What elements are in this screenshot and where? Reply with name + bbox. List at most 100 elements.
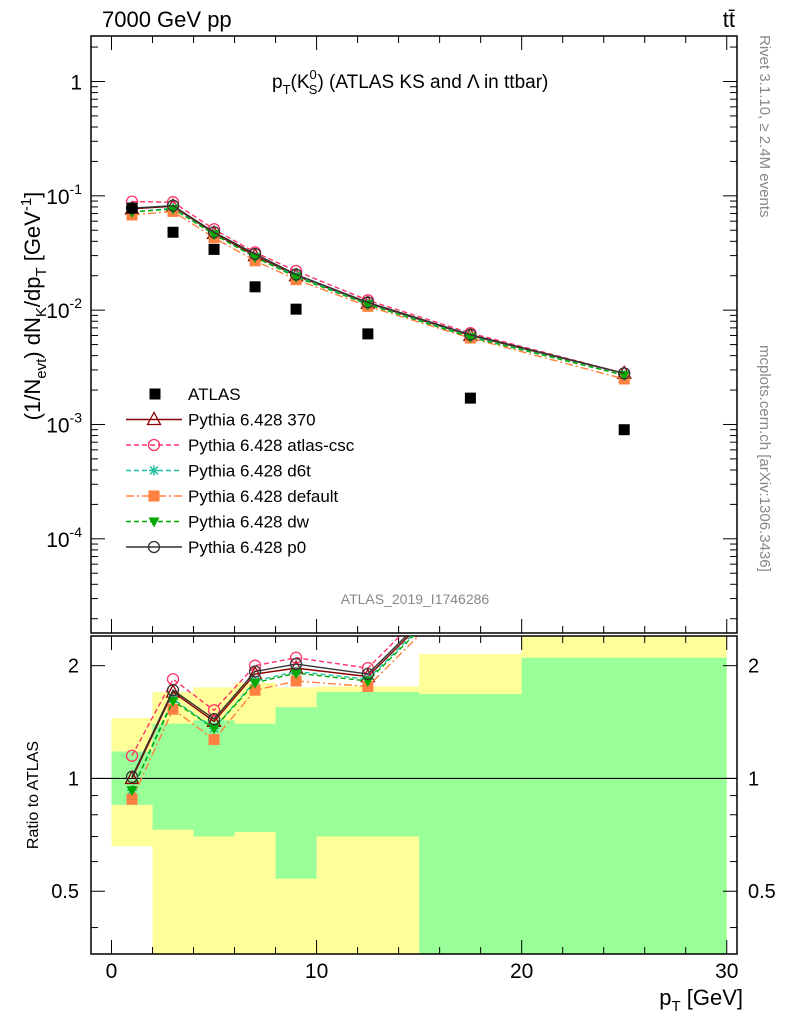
main-plot-frame: 1 10-1 10-2 10-3 10-4	[46, 35, 738, 634]
ratio-tick-label-right: 1	[748, 768, 759, 790]
x-tick-label: 10	[305, 960, 328, 983]
series-line	[131, 208, 625, 376]
legend-marker	[148, 517, 160, 528]
x-axis-label: pT [GeV]	[659, 985, 743, 1015]
atlas-data-point	[249, 281, 261, 293]
ratio-marker	[249, 678, 261, 689]
legend-marker	[146, 411, 162, 426]
series-marker	[208, 230, 220, 241]
atlas-data-point	[126, 202, 138, 214]
ratio-marker	[465, 572, 475, 582]
ratio-line	[131, 636, 413, 791]
ratio-marker	[167, 696, 179, 707]
legend-label: Pythia 6.428 d6t	[188, 462, 311, 481]
series-marker	[361, 296, 375, 309]
stat-uncertainty-band	[234, 723, 276, 832]
ratio-marker	[619, 596, 630, 606]
atlas-data-point	[464, 392, 476, 404]
ratio-marker	[125, 749, 139, 762]
atlas-data-point	[208, 243, 220, 255]
ratio-tick-label-left: 0.5	[51, 881, 79, 903]
atlas-data-point	[290, 303, 302, 315]
series-line	[132, 200, 625, 375]
ratio-marker	[465, 579, 476, 590]
ratio-marker	[125, 770, 139, 783]
y-tick-label: 1	[70, 71, 82, 94]
y-tick-label: 10-2	[46, 295, 82, 323]
mcplots-reference: mcplots.cern.ch [arXiv:1306.3436]	[756, 345, 773, 572]
ratio-marker	[619, 605, 630, 616]
x-tick-label: 20	[510, 960, 533, 983]
ratio-marker	[464, 568, 477, 580]
ratio-marker	[167, 703, 179, 715]
legend-label: Pythia 6.428 default	[188, 487, 339, 506]
uncertainty-bands	[111, 636, 727, 954]
series-marker	[166, 199, 180, 212]
series-marker	[248, 247, 262, 261]
ratio-tick-label-right: 0.5	[748, 881, 776, 903]
ratio-marker	[290, 669, 302, 680]
ratio-marker	[290, 675, 302, 687]
ratio-marker	[618, 587, 631, 599]
ratio-marker	[208, 724, 220, 735]
ratio-marker	[289, 651, 303, 664]
ratio-marker	[124, 770, 140, 785]
ratio-marker	[619, 586, 630, 597]
main-series-layer	[124, 195, 632, 436]
x-tick-label: 30	[715, 960, 738, 983]
main-frame-border	[90, 35, 738, 634]
rivet-version-note: Rivet 3.1.10, ≥ 2.4M events	[756, 35, 773, 218]
ratio-line	[131, 636, 401, 757]
y-tick-label: 10-1	[46, 181, 82, 209]
series-marker	[618, 367, 631, 380]
legend-marker	[149, 465, 159, 476]
legend-marker	[148, 490, 160, 502]
stat-uncertainty-band	[419, 694, 522, 954]
ratio-marker	[619, 589, 630, 600]
ratio-marker	[207, 704, 221, 717]
ratio-marker	[289, 657, 303, 671]
ratio-line	[131, 636, 415, 791]
watermark: ATLAS_2019_I1746286	[341, 591, 490, 607]
series-marker	[289, 268, 303, 281]
atlas-data-point	[618, 424, 630, 436]
y-axis-label-ratio: Ratio to ATLAS	[25, 741, 42, 849]
legend-label: Pythia 6.428 p0	[188, 538, 306, 557]
stat-uncertainty-band	[521, 657, 727, 954]
series-marker	[618, 371, 630, 382]
stat-uncertainty-band	[275, 707, 317, 879]
legend-label: Pythia 6.428 dw	[188, 513, 310, 532]
header-left: 7000 GeV pp	[102, 7, 232, 32]
ratio-tick-label-left: 2	[68, 656, 79, 678]
ratio-marker	[465, 567, 476, 578]
ratio-marker	[166, 684, 180, 697]
atlas-data-point	[362, 328, 374, 340]
ratio-marker	[126, 793, 138, 805]
y-tick-label: 10-3	[46, 409, 82, 437]
series-marker	[207, 226, 221, 239]
legend-label: Pythia 6.428 atlas-csc	[188, 436, 355, 455]
x-tick-label: 0	[106, 960, 118, 983]
stat-uncertainty-band	[316, 692, 420, 837]
legend-marker-atlas	[149, 388, 161, 400]
ratio-marker	[166, 673, 180, 686]
atlas-data-point	[167, 226, 179, 238]
ratio-tick-label-left: 1	[68, 768, 79, 790]
ratio-marker	[465, 575, 476, 585]
header-right: tt̄	[723, 7, 735, 32]
legend-marker	[147, 540, 161, 554]
ratio-marker	[248, 665, 262, 678]
series-line	[131, 204, 625, 375]
ratio-line	[131, 636, 408, 778]
ratio-marker	[465, 560, 476, 571]
ratio-marker	[207, 712, 221, 726]
ratio-marker	[249, 684, 261, 696]
plot-title: pT(K0 S) (ATLAS KS and Λ in ttbar)	[272, 67, 548, 97]
stat-uncertainty-band	[152, 723, 194, 830]
ratio-marker	[361, 667, 375, 681]
ratio-series-layer	[124, 560, 631, 805]
series-line	[131, 210, 625, 380]
ratio-marker	[208, 734, 220, 746]
ratio-tick-label-right: 2	[748, 656, 759, 678]
